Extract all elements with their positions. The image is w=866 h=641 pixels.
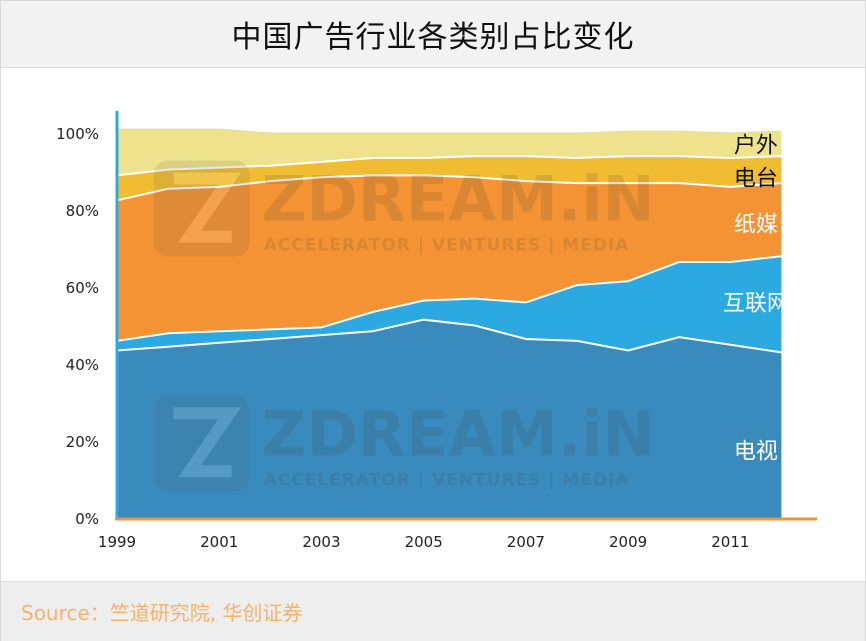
x-tick-label: 2009 (609, 533, 647, 551)
area-print (117, 175, 782, 341)
series-label-outdoor: 户外 (734, 134, 778, 159)
y-tick-label: 20% (66, 433, 99, 451)
chart-title: 中国广告行业各类别占比变化 (231, 20, 635, 55)
y-axis-tick-labels: 0% 20% 40% 60% 80% 100% (56, 125, 99, 528)
x-axis-tick-labels: 1999 2001 2003 2005 2007 2009 2011 (98, 533, 750, 551)
y-tick-label: 60% (66, 279, 99, 297)
watermark-text: ZDREAM.iN (262, 162, 655, 235)
area-internet (117, 256, 782, 353)
series-label-internet: 互联网 (723, 291, 789, 316)
series-labels: 电视 互联网 纸媒 电台 户外 (723, 134, 789, 465)
x-tick-label: 2005 (405, 533, 443, 551)
watermark-text: ZDREAM.iN (262, 397, 655, 470)
series-label-radio: 电台 (734, 166, 778, 191)
area-radio (117, 156, 782, 201)
x-tick-label: 2011 (711, 533, 749, 551)
series-separator-lines (116, 128, 782, 354)
x-tick-label: 2001 (200, 533, 238, 551)
x-tick-label: 2003 (302, 533, 340, 551)
chart-area: ZDREAM.iN ACCELERATOR | VENTURES | MEDIA Z… (1, 68, 865, 580)
y-tick-label: 0% (75, 510, 99, 528)
watermark-logo-badge (153, 395, 250, 492)
title-bar: 中国广告行业各类别占比变化 (1, 1, 865, 68)
separator-tv (116, 318, 782, 354)
watermark-logo-badge (153, 160, 250, 257)
y-tick-label: 40% (66, 356, 99, 374)
x-tick-label: 1999 (98, 533, 136, 551)
series-label-tv: 电视 (734, 440, 778, 465)
top-boundary (117, 128, 782, 134)
y-tick-label: 100% (56, 125, 99, 143)
watermark-logo-glyph (173, 407, 242, 478)
separator-print (116, 174, 782, 202)
area-tv (117, 319, 782, 518)
source-text: Source：竺道研究院, 华创证券 (21, 601, 303, 625)
separator-internet (116, 255, 782, 342)
watermark-subtext: ACCELERATOR | VENTURES | MEDIA (264, 470, 630, 490)
y-tick-label: 80% (66, 202, 99, 220)
separator-radio (116, 155, 782, 177)
watermark-logo-glyph (173, 172, 242, 243)
x-tick-label: 2007 (507, 533, 545, 551)
axes (115, 111, 817, 521)
source-bar: Source：竺道研究院, 华创证券 (1, 581, 865, 641)
series-label-print: 纸媒 (734, 212, 778, 237)
watermark-subtext: ACCELERATOR | VENTURES | MEDIA (264, 235, 630, 255)
